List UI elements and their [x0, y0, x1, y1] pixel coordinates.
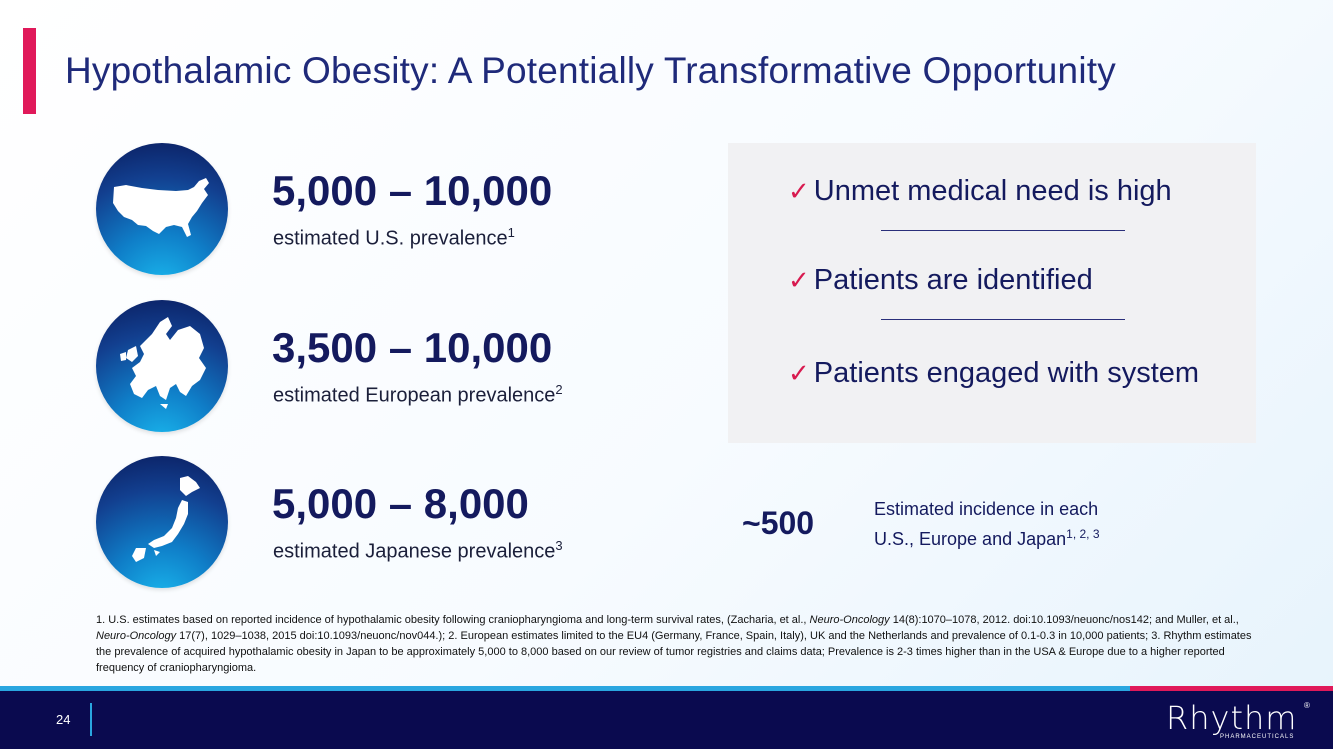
title-accent-bar	[23, 28, 36, 114]
japan-map-icon	[96, 456, 228, 588]
stat-japan: 5,000 – 8,000 estimated Japanese prevale…	[96, 456, 716, 588]
checkmark-icon: ✓	[788, 358, 810, 388]
divider	[881, 319, 1125, 320]
footer-stripe-blue	[0, 686, 1130, 691]
incidence-label: Estimated incidence in each U.S., Europe…	[874, 499, 1100, 549]
stat-japan-value: 5,000 – 8,000	[272, 480, 529, 527]
logo-registered-mark: ®	[1304, 701, 1310, 710]
logo-subtitle: PHARMACEUTICALS	[1220, 734, 1295, 740]
europe-map-icon	[96, 300, 228, 432]
rhythm-logo: Rhythm ® PHARMACEUTICALS	[1160, 699, 1310, 743]
stat-europe-value: 3,500 – 10,000	[272, 324, 553, 371]
stat-japan-label: estimated Japanese prevalence3	[273, 538, 563, 563]
checkmark-icon: ✓	[788, 265, 810, 295]
key-points-panel: ✓ Unmet medical need is high ✓ Patients ar…	[728, 143, 1256, 443]
us-map-icon	[96, 143, 228, 275]
stat-us-label: estimated U.S. prevalence1	[273, 225, 515, 250]
stat-us-value: 5,000 – 10,000	[272, 167, 553, 214]
logo-wordmark: Rhythm	[1166, 699, 1298, 737]
footnote-references: 1. U.S. estimates based on reported inci…	[96, 614, 1252, 674]
stat-europe-label: estimated European prevalence2	[273, 382, 563, 407]
incidence-value: ~500	[742, 505, 815, 541]
checkmark-icon: ✓	[788, 176, 810, 206]
footer-separator	[90, 703, 92, 736]
page-title: Hypothalamic Obesity: A Potentially Tran…	[65, 50, 1116, 91]
check-item-unmet-need: ✓ Unmet medical need is high	[788, 175, 1172, 207]
stat-europe: 3,500 – 10,000 estimated European preval…	[96, 300, 716, 432]
check-item-patients-identified: ✓ Patients are identified	[788, 264, 1093, 296]
page-number: 24	[56, 712, 71, 727]
stat-us: 5,000 – 10,000 estimated U.S. prevalence…	[96, 143, 716, 275]
check-item-patients-engaged: ✓ Patients engaged with system	[788, 357, 1200, 389]
footer-stripe-pink	[1130, 686, 1333, 691]
footer-bar: 24 Rhythm ® PHARMACEUTICALS	[0, 691, 1333, 749]
divider	[881, 230, 1125, 231]
